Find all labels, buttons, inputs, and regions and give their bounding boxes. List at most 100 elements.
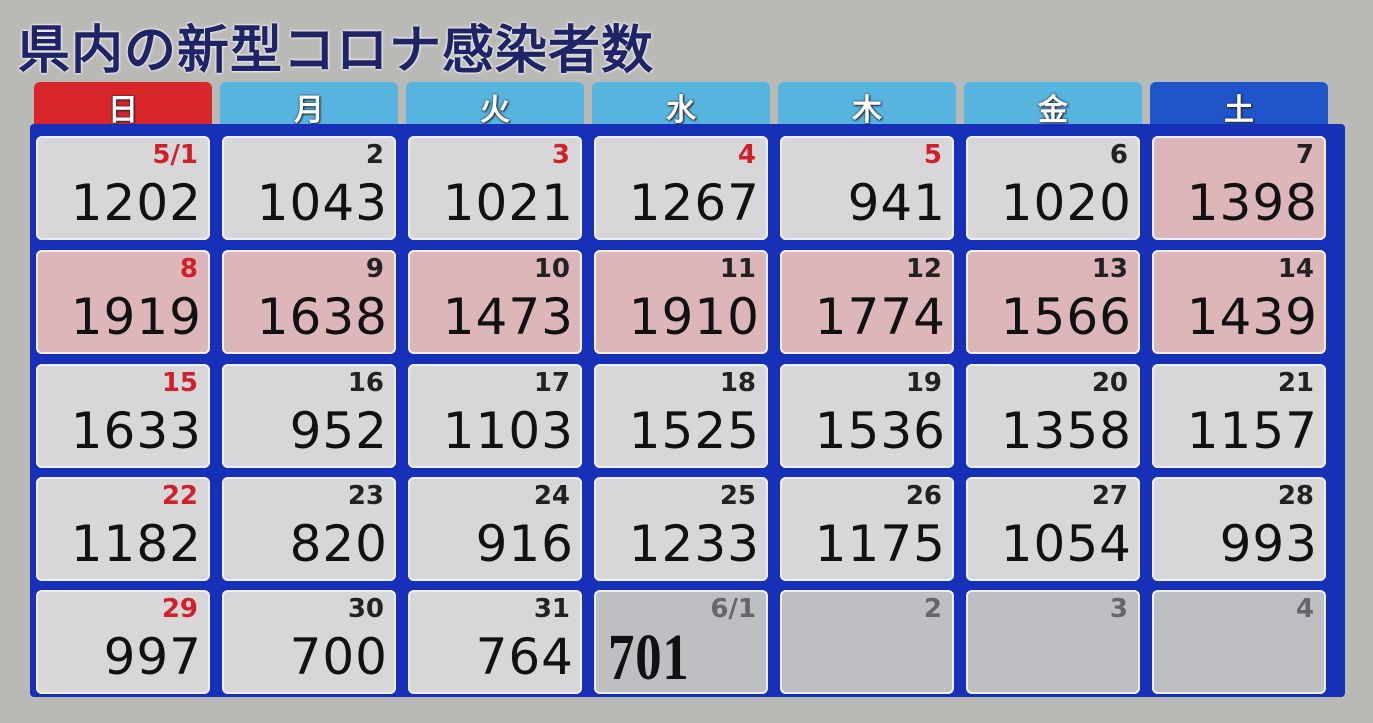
case-count: 1267 [628, 174, 760, 232]
day-date: 2 [365, 140, 384, 170]
case-count: 1358 [1000, 402, 1132, 460]
day-cell: 27 1054 [966, 477, 1140, 581]
weekday-header: 火 [406, 82, 584, 132]
day-cell: 30 700 [222, 590, 396, 694]
day-cell: 22 1182 [36, 477, 210, 581]
case-count: 1182 [70, 515, 202, 573]
weekday-header: 日 [34, 82, 212, 132]
day-cell: 7 1398 [1152, 136, 1326, 240]
case-count: 1473 [442, 288, 574, 346]
day-cell: 28 993 [1152, 477, 1326, 581]
case-count: 701 [608, 621, 690, 694]
day-date: 7 [1295, 140, 1314, 170]
day-date: 15 [161, 368, 198, 398]
day-cell: 31 764 [408, 590, 582, 694]
day-date: 18 [719, 368, 756, 398]
weekday-header: 木 [778, 82, 956, 132]
day-date: 31 [533, 594, 570, 624]
day-date: 19 [905, 368, 942, 398]
day-cell: 29 997 [36, 590, 210, 694]
case-count: 952 [289, 402, 388, 460]
day-cell: 4 1267 [594, 136, 768, 240]
day-cell: 16 952 [222, 364, 396, 468]
day-cell: 24 916 [408, 477, 582, 581]
day-cell: 13 1566 [966, 250, 1140, 354]
day-date: 20 [1091, 368, 1128, 398]
day-date: 24 [533, 481, 570, 511]
weekday-header: 月 [220, 82, 398, 132]
day-cell: 20 1358 [966, 364, 1140, 468]
case-count: 1439 [1186, 288, 1318, 346]
day-date: 2 [923, 594, 942, 624]
day-date: 12 [905, 254, 942, 284]
day-cell: 17 1103 [408, 364, 582, 468]
case-count: 1020 [1000, 174, 1132, 232]
day-cell: 23 820 [222, 477, 396, 581]
day-date: 14 [1277, 254, 1314, 284]
day-date: 6/1 [710, 594, 756, 624]
day-cell: 3 1021 [408, 136, 582, 240]
day-date: 30 [347, 594, 384, 624]
day-date: 11 [719, 254, 756, 284]
day-date: 5/1 [152, 140, 198, 170]
case-count: 993 [1219, 515, 1318, 573]
day-cell: 5 941 [780, 136, 954, 240]
day-date: 10 [533, 254, 570, 284]
case-count: 764 [475, 628, 574, 686]
case-count: 820 [289, 515, 388, 573]
weekday-header: 水 [592, 82, 770, 132]
case-count: 916 [475, 515, 574, 573]
day-cell: 18 1525 [594, 364, 768, 468]
day-cell: 10 1473 [408, 250, 582, 354]
day-cell: 6/1 701 [594, 590, 768, 694]
weekday-header: 金 [964, 82, 1142, 132]
case-count: 1633 [70, 402, 202, 460]
day-cell: 9 1638 [222, 250, 396, 354]
day-cell: 25 1233 [594, 477, 768, 581]
day-date: 25 [719, 481, 756, 511]
day-cell: 8 1919 [36, 250, 210, 354]
case-count: 1054 [1000, 515, 1132, 573]
page-title: 県内の新型コロナ感染者数 [18, 21, 655, 81]
day-date: 9 [365, 254, 384, 284]
day-date: 3 [1109, 594, 1128, 624]
weekday-header: 土 [1150, 82, 1328, 132]
case-count: 1536 [814, 402, 946, 460]
day-date: 6 [1109, 140, 1128, 170]
case-count: 1021 [442, 174, 574, 232]
case-count: 997 [103, 628, 202, 686]
case-count: 941 [847, 174, 946, 232]
day-date: 3 [551, 140, 570, 170]
case-count: 1566 [1000, 288, 1132, 346]
day-date: 4 [1295, 594, 1314, 624]
case-count: 700 [289, 628, 388, 686]
case-count: 1919 [70, 288, 202, 346]
case-count: 1638 [256, 288, 388, 346]
day-cell: 19 1536 [780, 364, 954, 468]
day-cell: 15 1633 [36, 364, 210, 468]
day-date: 8 [179, 254, 198, 284]
day-date: 27 [1091, 481, 1128, 511]
case-count: 1202 [70, 174, 202, 232]
day-cell: 21 1157 [1152, 364, 1326, 468]
day-cell: 26 1175 [780, 477, 954, 581]
day-date: 21 [1277, 368, 1314, 398]
day-date: 23 [347, 481, 384, 511]
day-cell: 4 [1152, 590, 1326, 694]
day-date: 4 [737, 140, 756, 170]
day-cell: 14 1439 [1152, 250, 1326, 354]
day-cell: 11 1910 [594, 250, 768, 354]
day-date: 17 [533, 368, 570, 398]
case-count: 1398 [1186, 174, 1318, 232]
day-date: 16 [347, 368, 384, 398]
case-count: 1157 [1186, 402, 1318, 460]
case-count: 1525 [628, 402, 760, 460]
day-date: 29 [161, 594, 198, 624]
day-date: 28 [1277, 481, 1314, 511]
case-count: 1233 [628, 515, 760, 573]
case-count: 1103 [442, 402, 574, 460]
day-date: 26 [905, 481, 942, 511]
case-count: 1910 [628, 288, 760, 346]
day-date: 5 [923, 140, 942, 170]
day-cell: 2 [780, 590, 954, 694]
